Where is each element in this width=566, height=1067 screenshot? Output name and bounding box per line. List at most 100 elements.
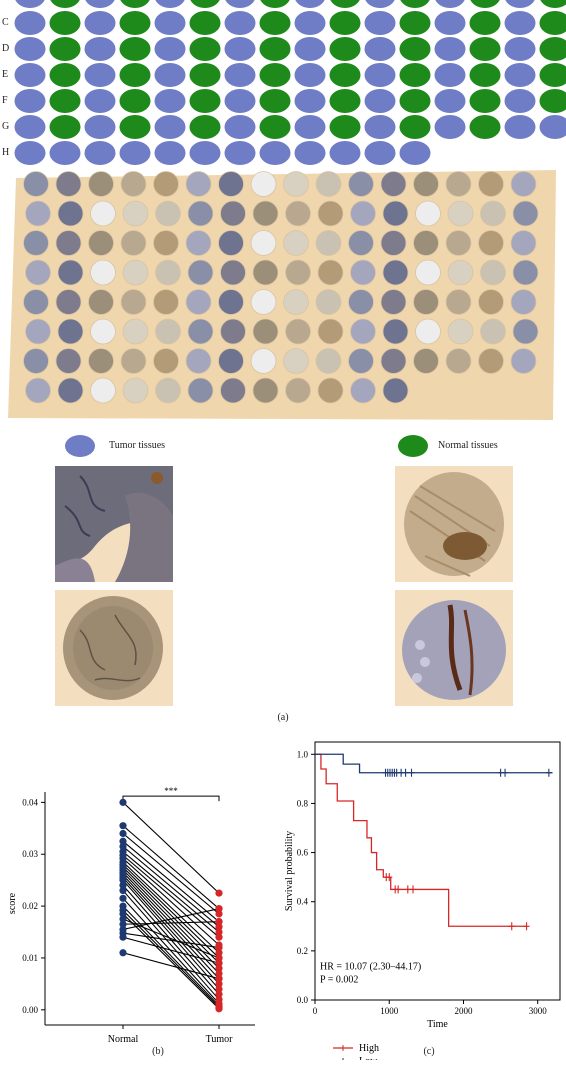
pair-line <box>122 840 220 923</box>
tissue-core <box>250 230 277 256</box>
normal-point <box>119 881 127 889</box>
tissue-core <box>120 171 147 197</box>
tissue-core <box>55 348 82 374</box>
panel-label-a: (a) <box>277 712 289 723</box>
tissue-core <box>317 377 344 404</box>
pair-line <box>122 857 220 946</box>
normal-tissue-spot <box>540 0 566 8</box>
y-tick-label: 1.0 <box>297 749 309 759</box>
tumor-tissue-spot <box>84 89 116 113</box>
tissue-core <box>252 377 279 404</box>
tumor-point <box>215 964 223 972</box>
tissue-core <box>122 318 149 345</box>
tumor-tissue-spot <box>295 0 325 8</box>
tumor-tissue-spot <box>154 11 186 35</box>
y-axis-label: score <box>7 892 18 914</box>
tumor-tissue-spot <box>434 63 466 87</box>
tissue-core <box>55 289 82 315</box>
grid-row-label: G <box>2 121 10 132</box>
y-tick-label: 0.02 <box>22 901 38 911</box>
tissue-core <box>90 259 116 286</box>
tissue-core <box>185 289 212 315</box>
tumor-tissue-spot <box>14 37 46 61</box>
tissue-core <box>153 348 179 374</box>
tumor-tissue-spot <box>154 141 186 165</box>
pair-line <box>122 825 220 910</box>
tissue-core <box>382 200 409 227</box>
normal-tissue-spot <box>469 115 501 139</box>
normal-point <box>119 920 127 928</box>
tissue-core <box>283 230 309 256</box>
tumor-tissue-spot <box>294 89 326 113</box>
normal-tissue-spot <box>539 11 566 35</box>
pair-line <box>122 908 220 930</box>
tumor-tissue-spot <box>14 63 46 87</box>
tumor-micrograph-2 <box>55 590 173 706</box>
tissue-core <box>155 377 181 404</box>
normal-tissue-spot <box>189 115 221 139</box>
pair-line <box>122 861 220 954</box>
normal-tissue-spot <box>119 11 151 35</box>
tissue-core <box>285 259 311 286</box>
tissue-core <box>350 200 376 227</box>
normal-tissue-spot <box>399 11 431 35</box>
normal-tissue-spot <box>539 63 566 87</box>
censor-mark <box>502 768 509 777</box>
paired-score-chart: 0.00 0.01 0.02 0.03 0.04 Normal Tumor score *** <box>0 760 280 1060</box>
tissue-core <box>382 377 409 404</box>
tissue-core <box>185 348 212 374</box>
censor-mark <box>404 885 411 894</box>
y-tick-label: 0.6 <box>297 848 309 858</box>
tissue-core <box>153 171 179 197</box>
tumor-tissue-spot <box>84 37 116 61</box>
tissue-core <box>415 259 441 286</box>
tissue-core <box>445 289 472 315</box>
tumor-tissue-spot <box>224 11 256 35</box>
tissue-core <box>25 259 51 286</box>
tissue-core <box>447 318 474 345</box>
x-axis-label: Time <box>427 1019 448 1030</box>
tissue-core <box>220 318 246 345</box>
tissue-core <box>480 200 506 227</box>
tissue-core <box>447 259 474 286</box>
tissue-core <box>413 348 439 374</box>
pair-line <box>122 864 220 959</box>
pair-line <box>122 879 220 990</box>
tissue-core <box>155 200 181 227</box>
normal-tissue-spot <box>329 89 361 113</box>
tumor-point <box>215 985 223 993</box>
censor-mark <box>545 768 552 777</box>
tumor-point <box>215 954 223 962</box>
tissue-core <box>380 348 407 374</box>
normal-point <box>119 822 127 830</box>
tissue-core <box>55 230 82 256</box>
survival-chart: 0.0 0.2 0.4 0.6 0.8 1.0 0 1000 2000 3000 Time Survi… <box>280 730 566 1067</box>
normal-tissue-spot <box>469 11 501 35</box>
normal-tissue-spot <box>469 37 501 61</box>
y-tick-label: 0.4 <box>297 897 309 907</box>
tissue-core <box>315 289 342 315</box>
tumor-tissue-spot <box>434 115 466 139</box>
tumor-point <box>215 959 223 967</box>
tumor-tissue-spot <box>294 37 326 61</box>
pair-line <box>122 866 220 964</box>
p-value-annotation: P = 0.002 <box>320 974 358 985</box>
tissue-core <box>57 200 84 227</box>
normal-point <box>119 933 127 941</box>
normal-point <box>119 910 127 918</box>
tumor-tissue-spot <box>14 11 46 35</box>
tumor-tissue-spot <box>224 37 256 61</box>
normal-tissue-spot <box>399 115 431 139</box>
censor-mark <box>386 873 393 882</box>
tumor-tissue-spot <box>49 141 81 165</box>
tumor-tissue-spot <box>364 11 396 35</box>
normal-tissue-spot <box>49 115 81 139</box>
tumor-tissue-spot <box>435 0 465 8</box>
tumor-tissue-spot <box>364 141 396 165</box>
tumor-tissue-spot <box>84 141 116 165</box>
tissue-core <box>220 259 246 286</box>
tissue-core <box>445 348 472 374</box>
plot-frame <box>314 741 561 1001</box>
tumor-point <box>215 949 223 957</box>
tumor-tissue-spot <box>364 63 396 87</box>
